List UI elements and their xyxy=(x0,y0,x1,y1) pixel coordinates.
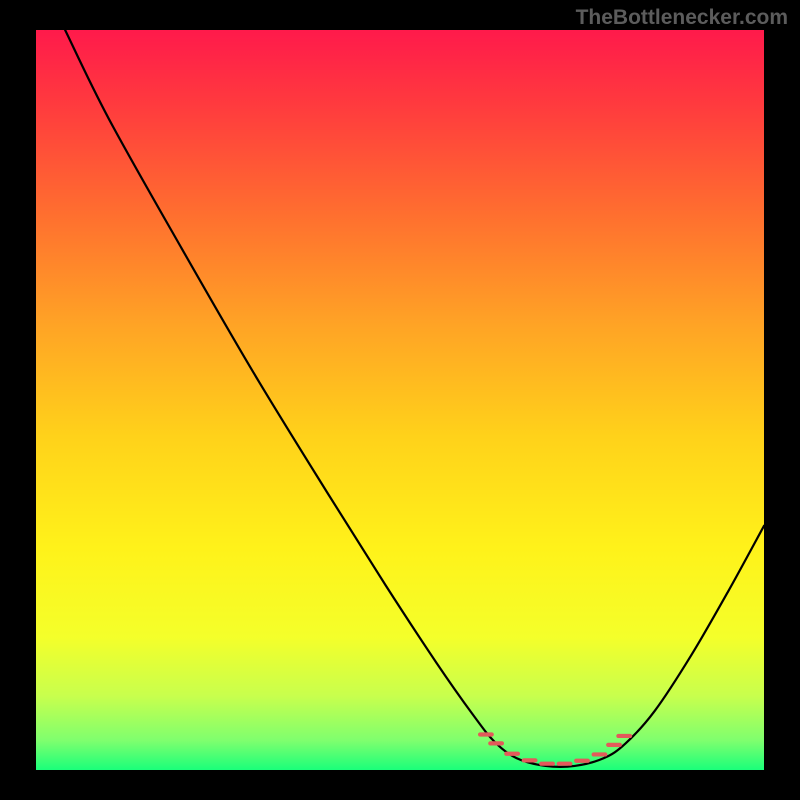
plot-area xyxy=(36,30,764,770)
chart-svg xyxy=(36,30,764,770)
main-curve xyxy=(65,30,764,767)
plot-frame xyxy=(36,30,764,770)
watermark-text: TheBottlenecker.com xyxy=(576,6,788,30)
